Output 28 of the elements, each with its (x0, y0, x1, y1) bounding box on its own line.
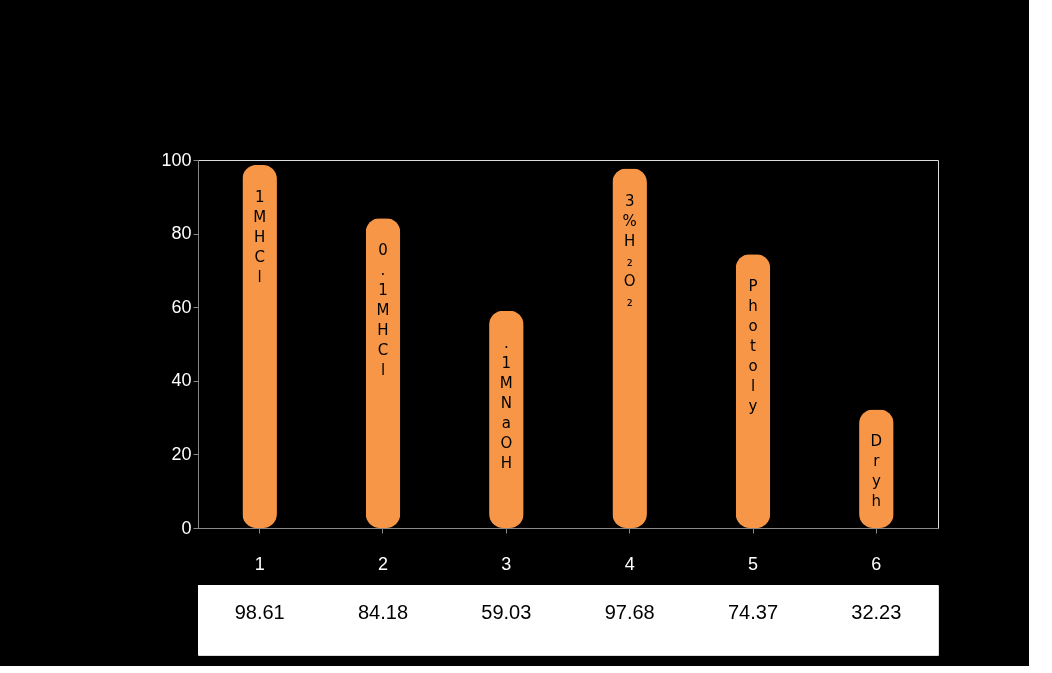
x-tick-label: 6 (871, 553, 882, 574)
y-tick-label: 40 (171, 370, 192, 391)
x-tick-label: 2 (377, 553, 389, 574)
y-tick-label: 20 (171, 443, 192, 464)
bar (242, 165, 277, 528)
data-label: 97.68 (604, 601, 655, 623)
annotation: Photoly (748, 277, 758, 416)
x-tick-label: 5 (747, 553, 759, 574)
y-tick-label: 100 (161, 149, 192, 170)
data-label: 98.61 (234, 601, 285, 623)
y-tick-label: 0 (181, 517, 192, 538)
bar (612, 168, 647, 528)
data-label: 32.23 (851, 601, 902, 623)
y-tick-label: 60 (171, 296, 192, 317)
annotation: 0.1M HCl (376, 241, 390, 380)
annotation: 1M HCl (253, 188, 267, 287)
data-label: 59.03 (481, 601, 532, 623)
x-tick-label: 1 (254, 553, 265, 574)
y-tick-label: 80 (171, 223, 192, 244)
bar (735, 254, 771, 528)
annotation: .1M NaOH (499, 333, 513, 472)
data-label: 74.37 (727, 601, 779, 623)
annotation: 3% H₂O₂ (622, 191, 637, 310)
annotation: Dry h (870, 432, 883, 511)
x-tick-label: 3 (501, 553, 512, 574)
x-tick-label: 4 (624, 553, 635, 574)
bar (365, 218, 401, 528)
data-label: 84.18 (357, 601, 409, 623)
